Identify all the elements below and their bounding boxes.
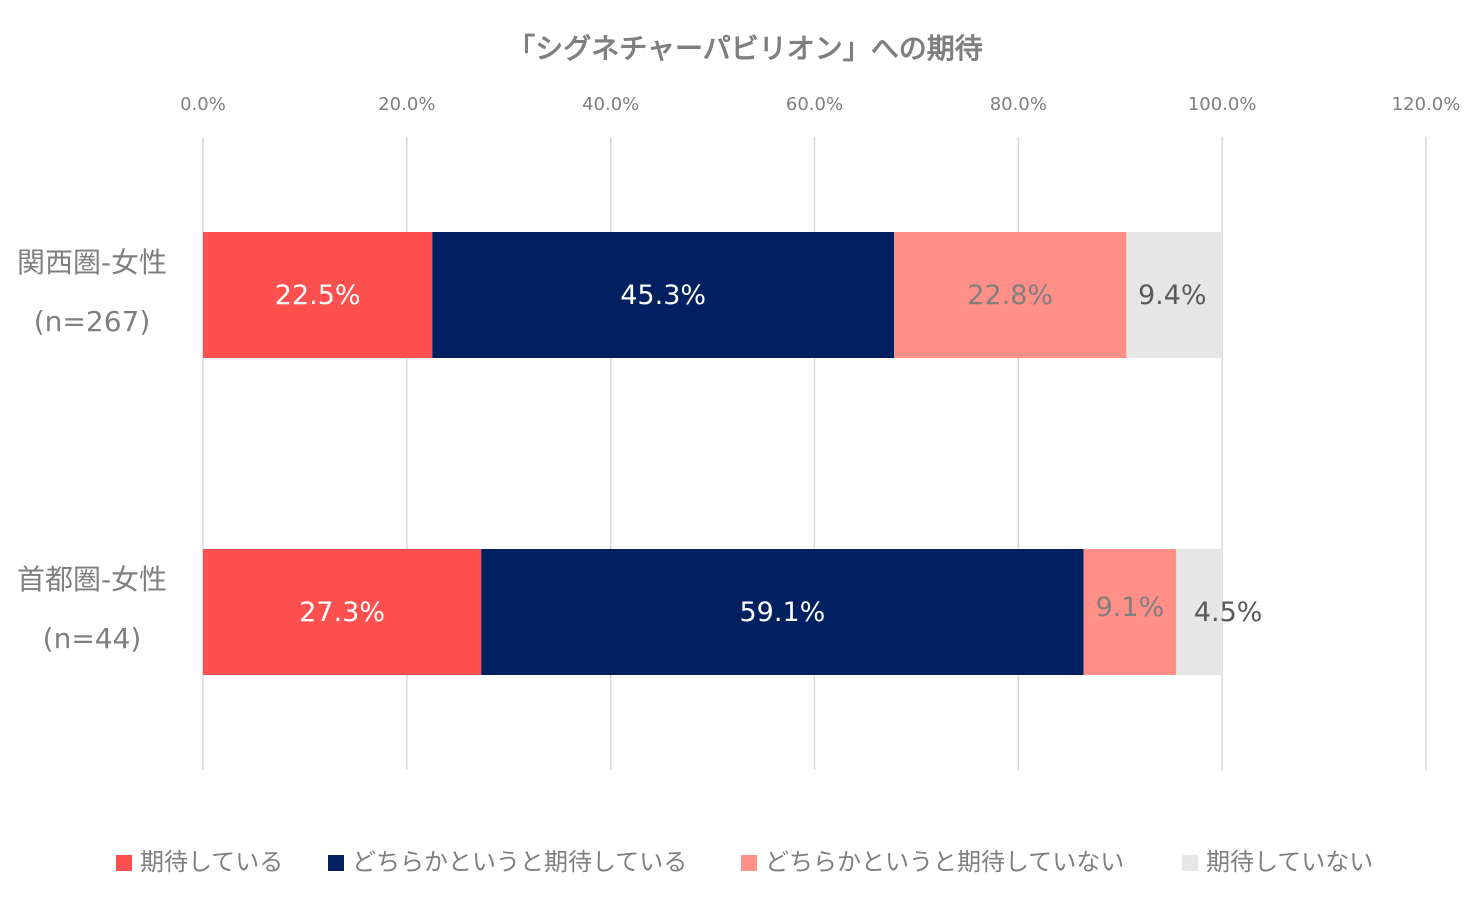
x-tick-label: 40.0%: [582, 94, 639, 115]
bar-segment: [203, 549, 482, 675]
bar-segment: [1176, 549, 1223, 675]
legend-swatch: [741, 855, 757, 871]
legend-swatch: [1182, 855, 1198, 871]
legend-swatch: [116, 855, 132, 871]
legend-label: 期待していない: [1206, 848, 1373, 876]
gridlines: [202, 137, 1427, 770]
x-tick-label: 0.0%: [180, 94, 226, 115]
x-tick-label: 80.0%: [990, 94, 1047, 115]
data-label: 45.3%: [620, 280, 706, 311]
category-label: 首都圏-女性: [17, 563, 167, 596]
data-label: 27.3%: [299, 597, 385, 628]
x-tick-label: 60.0%: [786, 94, 843, 115]
bar-segment: [432, 232, 894, 358]
bar-segment: [481, 549, 1084, 675]
x-tick-label: 120.0%: [1392, 94, 1461, 115]
data-label: 9.1%: [1096, 592, 1165, 623]
category-sample-size: (n=44): [43, 622, 142, 655]
bar-segment: [1083, 549, 1177, 675]
category-labels: 関西圏-女性 (n=267) 首都圏-女性 (n=44): [17, 246, 167, 655]
category-label: 関西圏-女性: [17, 246, 167, 279]
data-label: 22.8%: [967, 280, 1053, 311]
legend-swatch: [328, 855, 344, 871]
data-label: 9.4%: [1138, 280, 1207, 311]
legend-label: 期待している: [140, 848, 283, 876]
data-label: 22.5%: [275, 280, 361, 311]
legend-label: どちらかというと期待していない: [765, 848, 1124, 876]
x-tick-label: 100.0%: [1188, 94, 1257, 115]
data-label: 4.5%: [1194, 597, 1263, 628]
bars: 22.5% 45.3% 22.8% 9.4% 27.3% 59.1% 9.1% 4.5%: [203, 232, 1262, 675]
bar-segment: [1126, 232, 1223, 358]
legend: 期待している どちらかというと期待している どちらかというと期待していない 期待してい…: [116, 848, 1373, 876]
legend-label: どちらかというと期待している: [352, 848, 687, 876]
x-axis-ticks: 0.0% 20.0% 40.0% 60.0% 80.0% 100.0% 120.0%: [180, 94, 1460, 115]
category-sample-size: (n=267): [34, 305, 151, 338]
bar-segment: [893, 232, 1127, 358]
chart-title: 「シグネチャーパビリオン」への期待: [507, 32, 982, 65]
x-tick-label: 20.0%: [378, 94, 435, 115]
data-label: 59.1%: [740, 597, 826, 628]
bar-segment: [203, 232, 433, 358]
